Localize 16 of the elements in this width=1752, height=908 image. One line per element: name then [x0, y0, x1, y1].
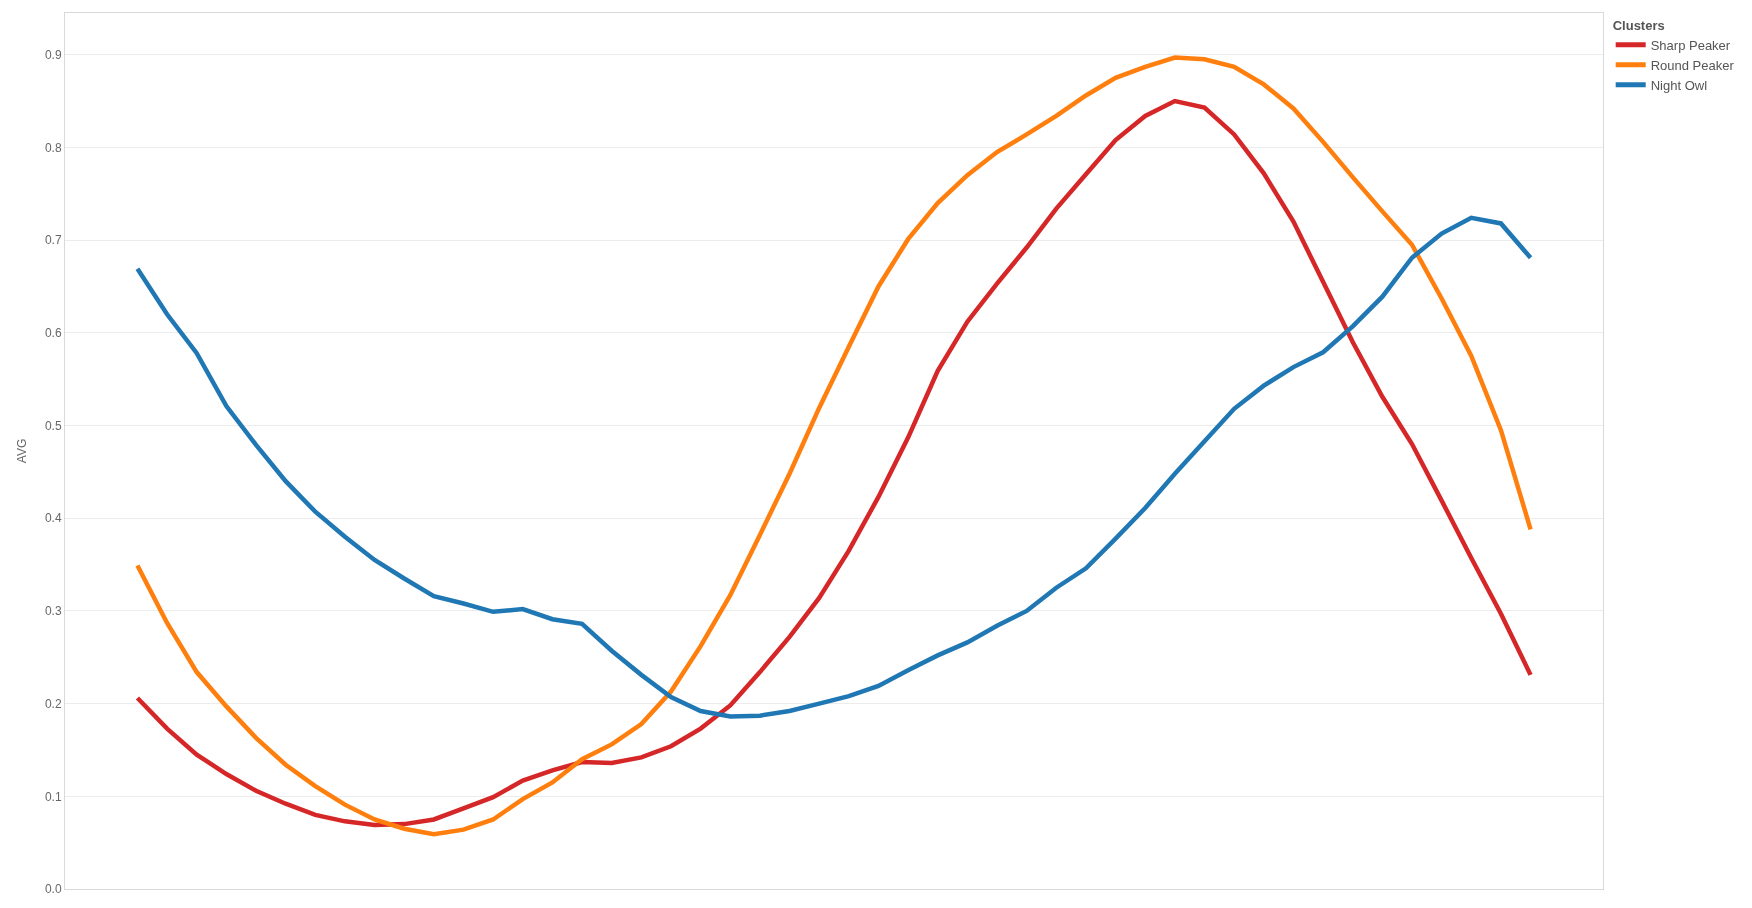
y-tick-label: 0.5: [44, 418, 62, 433]
legend-label: Sharp Peaker: [1650, 37, 1731, 53]
y-axis-title: AVG: [15, 438, 30, 464]
y-tick-label: 0.0: [44, 882, 62, 897]
y-tick-label: 0.8: [44, 140, 62, 155]
y-tick-label: 0.7: [44, 233, 62, 248]
legend-label: Round Peaker: [1650, 57, 1735, 73]
y-tick-label: 0.1: [44, 789, 62, 804]
y-tick-label: 0.3: [44, 604, 62, 619]
y-tick-label: 0.9: [44, 47, 62, 62]
legend-label: Night Owl: [1650, 77, 1708, 93]
y-tick-label: 0.6: [44, 326, 62, 341]
line-series: [135, 215, 1533, 719]
legend-title: Clusters: [1612, 17, 1665, 33]
y-tick-label: 0.2: [44, 696, 62, 711]
y-tick-label: 0.4: [44, 511, 62, 526]
